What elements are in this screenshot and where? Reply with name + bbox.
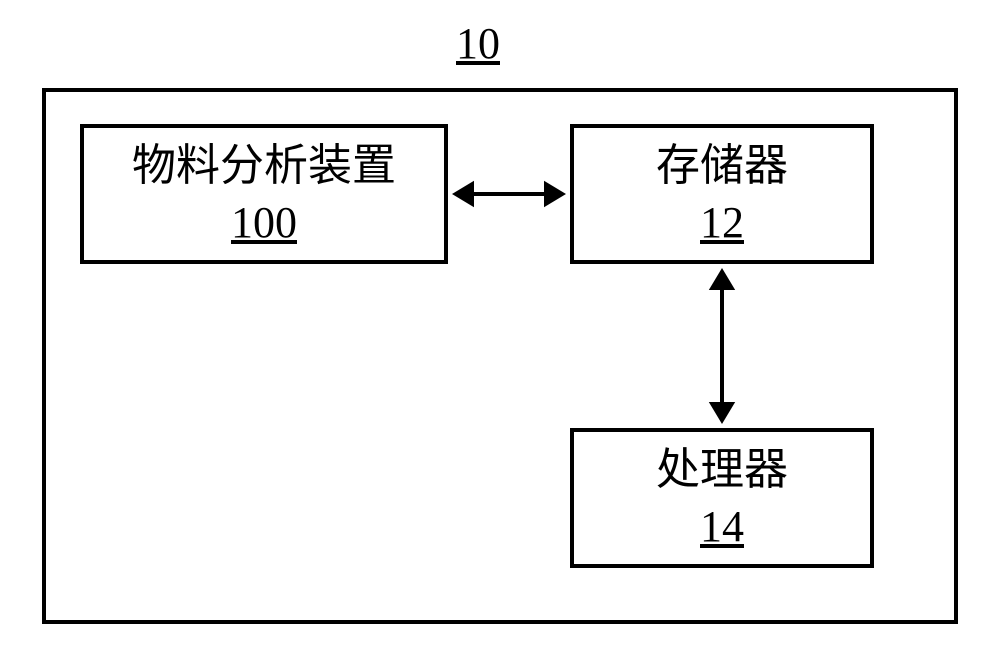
edge-memory-processor: [709, 268, 735, 424]
edge-mad-memory: [452, 181, 566, 207]
edge-horizontal: [0, 0, 998, 669]
